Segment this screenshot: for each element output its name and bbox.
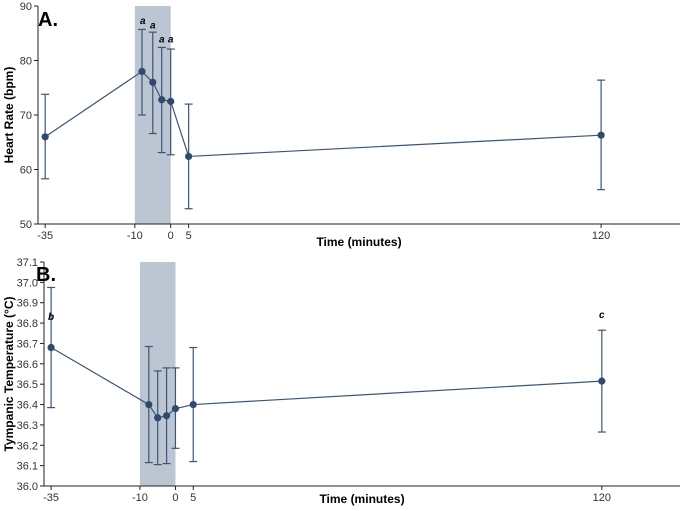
x-axis-title: Time (minutes) <box>316 235 401 249</box>
significance-label: a <box>168 35 174 46</box>
data-point <box>171 405 180 413</box>
data-point <box>138 67 146 75</box>
y-tick-label: 36.6 <box>17 359 38 371</box>
y-tick-label: 36.2 <box>17 440 38 452</box>
chart-panel-2: 36.0 36.1 36.2 36.3 36.4 36.5 36.6 36.7 36.8 36.9… <box>2 257 680 506</box>
y-tick-label: 80 <box>20 56 32 68</box>
data-point <box>47 343 55 352</box>
data-point <box>154 414 162 422</box>
y-tick-label: 36.5 <box>17 379 38 391</box>
significance-label: a <box>159 35 165 46</box>
x-axis-title: Time (minutes) <box>319 492 404 506</box>
x-tick-label: 0 <box>172 492 178 504</box>
x-tick-label: 0 <box>168 230 174 242</box>
data-point <box>158 96 166 104</box>
data-point <box>598 377 606 385</box>
panel-label: B. <box>36 264 56 286</box>
data-point <box>189 400 197 409</box>
y-tick-label: 60 <box>20 165 32 177</box>
x-tick-label: 120 <box>592 230 610 242</box>
x-tick-label: 5 <box>190 492 196 504</box>
data-point <box>149 78 157 86</box>
series-line <box>50 347 602 419</box>
y-tick-label: 50 <box>20 219 32 231</box>
significance-label: c <box>599 310 605 321</box>
y-tick-label: 70 <box>20 110 32 122</box>
data-point <box>185 152 193 161</box>
panel-label: A. <box>38 9 58 31</box>
y-tick-label: 37.0 <box>17 277 38 289</box>
x-tick-label: -35 <box>37 230 53 242</box>
significance-label: a <box>150 21 156 32</box>
chart-panel-1: 50 60 70 80 90 -35 -10 0 5 120 Time (minutes) Heart… <box>2 1 680 249</box>
data-point <box>41 133 49 141</box>
x-tick-label: -10 <box>127 230 143 242</box>
significance-label: b <box>48 312 54 323</box>
y-tick-label: 90 <box>20 1 32 13</box>
x-tick-label: 5 <box>186 230 192 242</box>
y-tick-label: 37.1 <box>17 257 38 269</box>
data-point <box>597 131 605 139</box>
y-tick-label: 36.1 <box>17 461 38 473</box>
x-tick-label: 120 <box>593 492 611 504</box>
y-tick-label: 36.0 <box>17 481 38 493</box>
x-tick-label: -10 <box>132 492 148 504</box>
y-axis-title: Tympanic Temperature (°C) <box>2 296 16 451</box>
y-tick-label: 36.9 <box>17 298 38 310</box>
series-line <box>44 70 602 158</box>
y-tick-label: 36.7 <box>17 338 38 350</box>
data-point <box>167 97 175 105</box>
data-point <box>162 412 171 420</box>
y-tick-label: 36.3 <box>17 420 38 432</box>
x-tick-label: -35 <box>43 492 59 504</box>
y-tick-label: 36.8 <box>17 318 38 330</box>
y-tick-label: 36.4 <box>17 400 38 412</box>
significance-label: a <box>140 16 146 27</box>
data-point <box>145 400 153 409</box>
y-axis-title: Heart Rate (bpm) <box>2 67 16 164</box>
